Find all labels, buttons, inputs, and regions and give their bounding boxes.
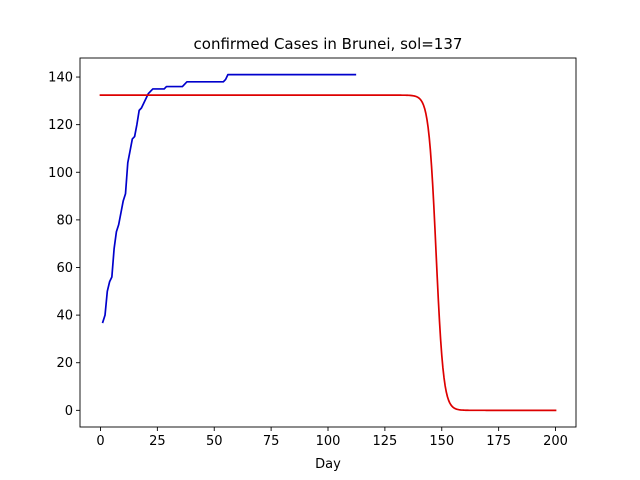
plot-frame xyxy=(79,57,577,428)
y-tick-label: 20 xyxy=(56,356,73,371)
y-tick-label: 80 xyxy=(56,213,73,228)
x-tick-label: 100 xyxy=(316,434,341,449)
y-tick-label: 100 xyxy=(48,166,73,181)
x-axis-label: Day xyxy=(315,457,341,472)
x-tick-label: 150 xyxy=(429,434,454,449)
x-tick-label: 200 xyxy=(543,434,568,449)
y-tick-label: 120 xyxy=(48,118,73,133)
series-line-1 xyxy=(101,73,357,324)
plot-area: 0 25 50 75 100 125 150 175 200 0 20 40 60 80 100 120 140 xyxy=(48,57,577,449)
chart-title: confirmed Cases in Brunei, sol=137 xyxy=(194,35,463,53)
series-line-2 xyxy=(99,94,557,412)
x-tick-label: 125 xyxy=(372,434,397,449)
x-tick-label: 50 xyxy=(206,434,223,449)
y-tick-label: 40 xyxy=(56,309,73,324)
x-tick-label: 0 xyxy=(96,434,104,449)
y-tick-label: 140 xyxy=(48,71,73,86)
y-tick-label: 60 xyxy=(56,261,73,276)
x-tick-label: 175 xyxy=(486,434,511,449)
x-tick-label: 75 xyxy=(263,434,280,449)
x-tick-label: 25 xyxy=(149,434,166,449)
y-tick-label: 0 xyxy=(65,404,73,419)
